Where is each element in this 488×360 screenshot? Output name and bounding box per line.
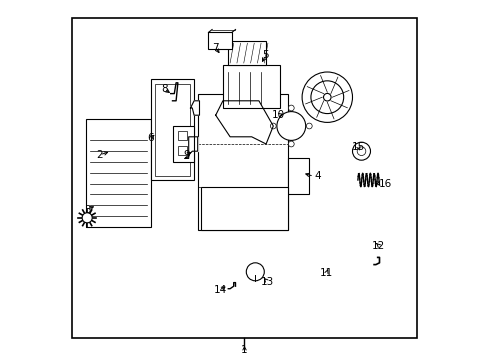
Circle shape bbox=[270, 123, 276, 129]
Text: 5: 5 bbox=[262, 50, 268, 60]
Text: 14: 14 bbox=[213, 285, 226, 295]
Circle shape bbox=[288, 105, 294, 111]
Circle shape bbox=[82, 213, 92, 223]
Text: 1: 1 bbox=[241, 345, 247, 355]
Bar bbox=[208, 32, 231, 49]
Text: 10: 10 bbox=[272, 110, 285, 120]
Bar bbox=[178, 131, 186, 140]
Bar bbox=[172, 126, 194, 162]
Circle shape bbox=[352, 142, 370, 160]
Bar bbox=[197, 94, 287, 230]
Circle shape bbox=[302, 72, 352, 122]
Text: 7: 7 bbox=[212, 42, 219, 53]
Bar bbox=[201, 187, 287, 230]
Text: 8: 8 bbox=[161, 84, 167, 94]
Circle shape bbox=[306, 123, 311, 129]
Text: 13: 13 bbox=[260, 276, 273, 287]
Text: 16: 16 bbox=[378, 179, 391, 189]
Circle shape bbox=[276, 112, 305, 140]
Text: 12: 12 bbox=[371, 240, 385, 251]
Circle shape bbox=[288, 141, 294, 147]
Polygon shape bbox=[215, 101, 273, 144]
Circle shape bbox=[323, 94, 330, 101]
Bar bbox=[223, 65, 280, 108]
Bar bbox=[155, 84, 189, 176]
Text: 3: 3 bbox=[84, 204, 90, 215]
Circle shape bbox=[310, 81, 343, 114]
Polygon shape bbox=[185, 137, 197, 158]
Text: 11: 11 bbox=[319, 268, 332, 278]
Polygon shape bbox=[190, 101, 199, 115]
Text: 2: 2 bbox=[96, 150, 103, 160]
Bar bbox=[228, 41, 265, 65]
Text: 4: 4 bbox=[313, 171, 320, 181]
Text: 9: 9 bbox=[183, 150, 190, 160]
Bar bbox=[72, 18, 416, 338]
Bar bbox=[151, 79, 194, 180]
Bar bbox=[86, 119, 151, 227]
Bar bbox=[178, 146, 186, 155]
Circle shape bbox=[356, 147, 365, 156]
Text: 6: 6 bbox=[147, 132, 154, 143]
Text: 15: 15 bbox=[351, 141, 364, 152]
Circle shape bbox=[246, 263, 264, 281]
Bar bbox=[287, 158, 309, 194]
